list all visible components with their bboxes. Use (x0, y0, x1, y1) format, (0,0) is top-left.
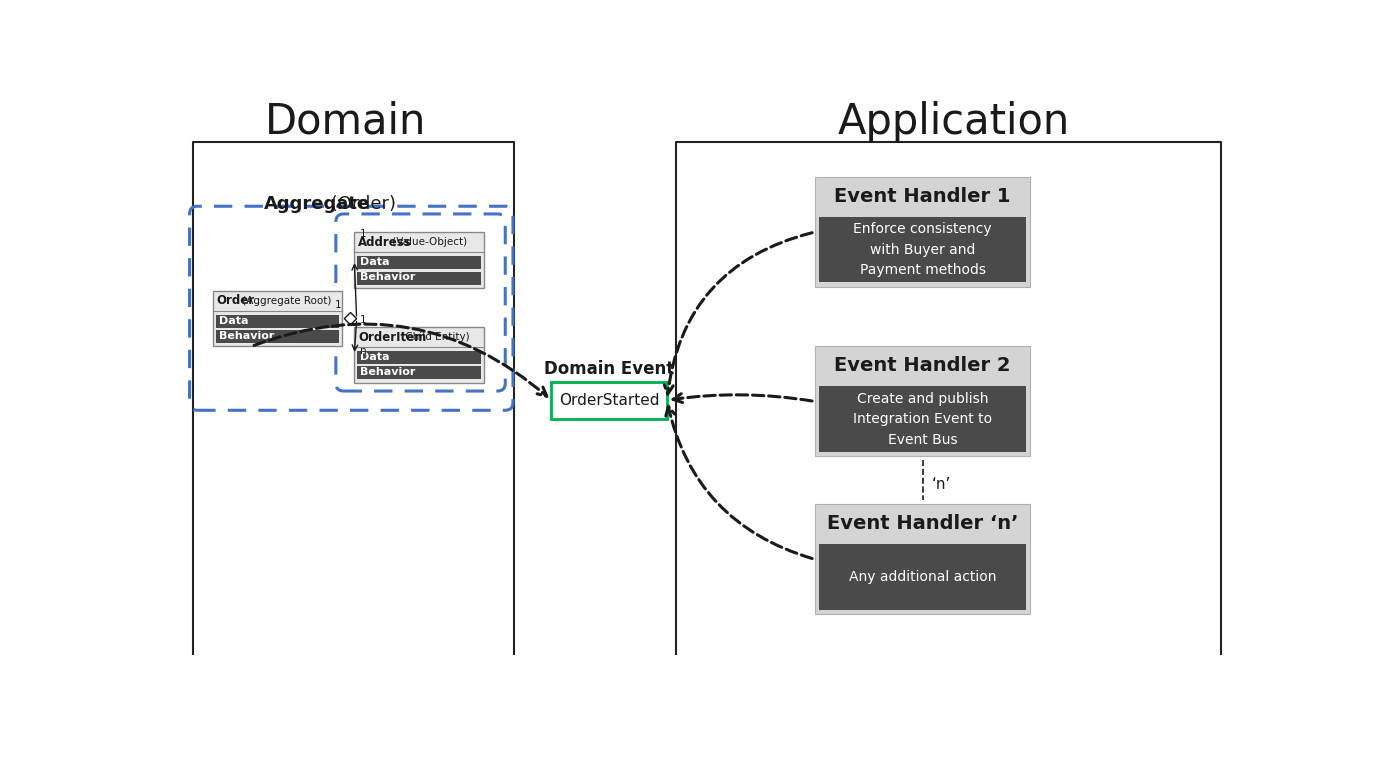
Text: (Value-Object): (Value-Object) (390, 238, 467, 248)
Bar (212, 291, 342, 346)
Bar (354, 327, 484, 382)
Text: (Child Entity): (Child Entity) (398, 332, 470, 342)
Text: (Aggregate Root): (Aggregate Root) (238, 296, 331, 306)
Text: Behavior: Behavior (361, 272, 416, 282)
Bar (551, 381, 667, 419)
Text: 1: 1 (360, 315, 367, 325)
Bar (357, 366, 481, 379)
Bar (216, 330, 339, 343)
FancyArrowPatch shape (672, 394, 812, 402)
Text: Domain: Domain (265, 101, 426, 142)
Text: 1: 1 (335, 300, 342, 310)
Bar (820, 386, 1025, 452)
FancyArrowPatch shape (664, 233, 812, 394)
Text: Create and publish
Integration Event to
Event Bus: Create and publish Integration Event to … (853, 391, 992, 447)
Text: Behavior: Behavior (361, 367, 416, 377)
Text: Event Handler ‘n’: Event Handler ‘n’ (827, 514, 1018, 533)
Text: Behavior: Behavior (219, 331, 274, 341)
Text: Application: Application (838, 101, 1069, 142)
FancyArrowPatch shape (254, 324, 547, 396)
FancyArrowPatch shape (666, 406, 812, 558)
Text: OrderItem: OrderItem (358, 331, 426, 344)
Text: OrderStarted: OrderStarted (559, 393, 660, 408)
Text: (Order): (Order) (325, 195, 397, 213)
Bar (814, 504, 1031, 614)
Text: Event Handler 1: Event Handler 1 (834, 187, 1011, 206)
Text: Enforce consistency
with Buyer and
Payment methods: Enforce consistency with Buyer and Payme… (853, 222, 992, 278)
Bar (357, 271, 481, 285)
Text: Aggregate: Aggregate (265, 195, 371, 213)
Bar (354, 232, 484, 288)
Bar (357, 351, 481, 364)
Text: Event Handler 2: Event Handler 2 (834, 356, 1011, 375)
Text: Address: Address (358, 236, 412, 249)
Text: n: n (360, 346, 367, 356)
Text: Data: Data (361, 257, 390, 267)
Polygon shape (344, 312, 357, 325)
Bar (820, 217, 1025, 282)
Bar (814, 177, 1031, 287)
Bar (814, 346, 1031, 457)
Text: Domain Event: Domain Event (544, 361, 674, 378)
Text: Any additional action: Any additional action (849, 570, 996, 584)
Text: Data: Data (219, 315, 248, 325)
Bar (820, 544, 1025, 610)
Text: Data: Data (361, 351, 390, 361)
Text: Order: Order (216, 295, 255, 308)
Text: ‘n’: ‘n’ (932, 477, 951, 491)
Bar (216, 315, 339, 328)
Bar (357, 256, 481, 269)
Text: 1: 1 (360, 229, 367, 239)
